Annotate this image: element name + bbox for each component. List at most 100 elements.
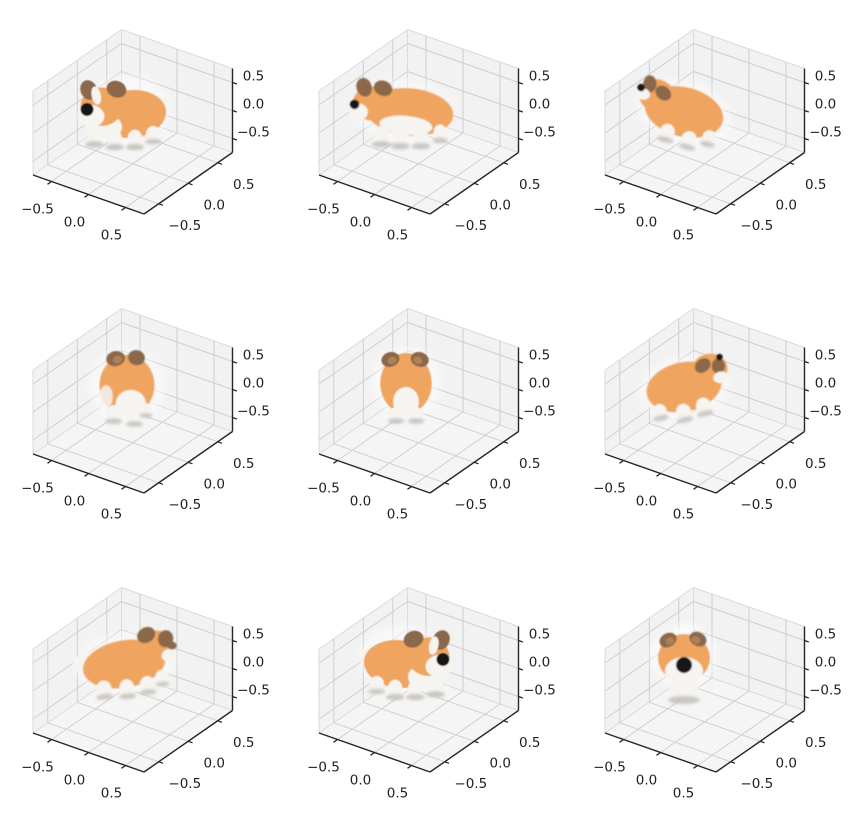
corgi-leg: [373, 126, 389, 146]
y-tick-label: 0.0: [490, 197, 511, 213]
z-tick-label: −0.5: [523, 683, 556, 699]
x-tick-label: 0.5: [387, 786, 408, 802]
x-tick-label: 0.5: [101, 228, 122, 244]
corgi-paw: [140, 403, 152, 417]
z-tick-label: −0.5: [809, 683, 842, 699]
corgi-ear-inner: [665, 637, 675, 645]
y-tick-label: 0.0: [204, 476, 225, 492]
y-tick-label: 0.5: [805, 177, 826, 193]
corgi-leg: [145, 125, 161, 143]
y-tick-label: 0.0: [776, 197, 797, 213]
x-tick-label: 0.0: [350, 215, 371, 231]
y-tick-label: 0.0: [490, 476, 511, 492]
corgi-ear: [356, 77, 372, 97]
z-tick-label: −0.5: [809, 404, 842, 420]
z-tick-label: 0.5: [815, 348, 836, 364]
corgi-paw-shadow: [125, 143, 145, 151]
corgi-paw: [139, 676, 156, 694]
corgi-ear: [136, 626, 156, 644]
z-tick-label: 0.0: [529, 97, 550, 113]
tick-labels: −0.50.00.5−0.50.00.5−0.50.00.5: [307, 348, 556, 523]
corgi-nose: [716, 353, 723, 361]
x-tick-label: −0.5: [21, 202, 54, 218]
z-tick-label: 0.5: [243, 69, 264, 85]
tick-labels: −0.50.00.5−0.50.00.5−0.50.00.5: [593, 627, 842, 802]
tick-labels: −0.50.00.5−0.50.00.5−0.50.00.5: [593, 69, 842, 244]
corgi-nose: [80, 102, 94, 116]
x-tick-label: 0.5: [673, 786, 694, 802]
x-tick-label: 0.0: [350, 494, 371, 510]
y-tick-label: 0.0: [776, 476, 797, 492]
x-tick-label: −0.5: [593, 202, 626, 218]
subplot-r2c1: −0.50.00.5−0.50.00.5−0.50.00.5: [21, 308, 270, 523]
y-tick-label: 0.5: [233, 177, 254, 193]
x-tick-label: −0.5: [307, 481, 340, 497]
corgi-paw-shadow: [385, 693, 405, 701]
z-tick-label: 0.0: [815, 97, 836, 113]
corgi-paw: [155, 669, 169, 685]
axis-tick-marks: [333, 360, 524, 490]
tick-labels: −0.50.00.5−0.50.00.5−0.50.00.5: [307, 627, 556, 802]
axis-tick-marks: [47, 360, 238, 490]
corgi-paw-shadow: [105, 143, 124, 151]
corgi-model: [638, 353, 730, 424]
y-tick-label: 0.5: [805, 735, 826, 751]
corgi-muzzle: [161, 648, 177, 663]
corgi-leg: [387, 679, 403, 699]
x-tick-label: 0.5: [387, 228, 408, 244]
subplot-r1c3: −0.50.00.5−0.50.00.5−0.50.00.5: [593, 29, 842, 244]
x-tick-label: −0.5: [307, 760, 340, 776]
y-tick-label: −0.5: [454, 218, 487, 234]
x-tick-label: 0.0: [64, 215, 85, 231]
axis-tick-marks: [47, 81, 238, 211]
corgi-paw-shadow: [432, 137, 448, 144]
x-tick-label: 0.0: [64, 494, 85, 510]
corgi-model: [636, 75, 731, 151]
corgi-leg: [127, 129, 143, 149]
y-tick-label: 0.0: [776, 755, 797, 771]
x-tick-label: −0.5: [21, 481, 54, 497]
z-tick-label: −0.5: [237, 125, 270, 141]
corgi-paw-shadow: [390, 142, 410, 150]
z-tick-label: 0.0: [529, 376, 550, 392]
corgi-side-patch: [99, 385, 113, 408]
corgi-leg: [408, 679, 423, 699]
z-tick-label: 0.5: [529, 627, 550, 643]
corgi-paw-shadow: [696, 410, 714, 417]
corgi-paw-shadow: [426, 691, 445, 698]
corgi-blaze: [91, 86, 102, 105]
corgi-leg: [87, 126, 102, 146]
z-tick-label: 0.0: [815, 376, 836, 392]
x-tick-label: 0.0: [64, 773, 85, 789]
z-tick-label: −0.5: [523, 125, 556, 141]
corgi-paw-shadow: [406, 693, 425, 701]
z-tick-label: 0.0: [815, 655, 836, 671]
z-tick-label: 0.5: [529, 348, 550, 364]
corgi-paw-shadow: [657, 136, 674, 144]
corgi-model: [89, 349, 165, 427]
corgi-paw: [96, 680, 112, 698]
corgi-ear: [655, 85, 672, 101]
corgi-paw-shadow: [368, 688, 385, 695]
x-tick-label: 0.0: [350, 773, 371, 789]
z-tick-label: −0.5: [237, 404, 270, 420]
corgi-paw-shadow: [371, 140, 391, 148]
corgi-leg: [392, 128, 408, 148]
corgi-paw-shadow: [96, 693, 114, 700]
corgi-paw-shadow: [119, 693, 137, 700]
y-tick-label: −0.5: [740, 497, 773, 513]
corgi-paw-shadow: [139, 689, 157, 696]
z-tick-label: 0.5: [815, 69, 836, 85]
corgi-ear: [128, 349, 145, 366]
corgi-ear-inner: [387, 356, 397, 365]
y-tick-label: 0.0: [490, 755, 511, 771]
subplot-r1c1: −0.50.00.5−0.50.00.5−0.50.00.5: [21, 29, 270, 244]
subplot-r3c1: −0.50.00.5−0.50.00.5−0.50.00.5: [21, 587, 270, 802]
y-tick-label: −0.5: [740, 776, 773, 792]
x-tick-label: −0.5: [21, 760, 54, 776]
y-tick-label: 0.5: [805, 456, 826, 472]
subplot-r3c2: −0.50.00.5−0.50.00.5−0.50.00.5: [307, 587, 556, 802]
x-tick-label: −0.5: [593, 760, 626, 776]
y-tick-label: 0.0: [204, 755, 225, 771]
corgi-chest: [669, 677, 699, 699]
